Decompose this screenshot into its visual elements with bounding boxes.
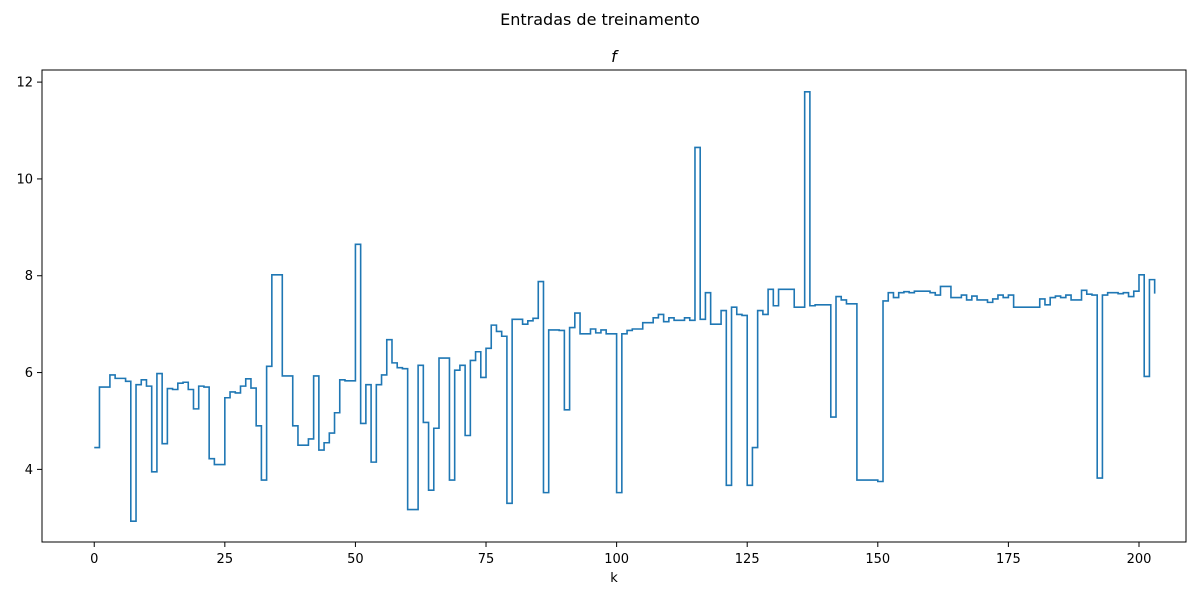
y-tick-label: 12 [16, 76, 33, 91]
series-group [94, 90, 1156, 522]
y-axis-ticks: 4 6 8 10 12 [16, 76, 42, 478]
x-tick-label: 175 [996, 552, 1021, 567]
x-tick-label: 125 [735, 552, 760, 567]
plot-title: f [611, 47, 619, 66]
x-tick-label: 150 [865, 552, 890, 567]
x-tick-label: 100 [604, 552, 629, 567]
x-tick-label: 50 [347, 552, 364, 567]
x-axis-title: k [610, 571, 618, 586]
y-tick-label: 4 [25, 463, 33, 478]
x-tick-label: 0 [90, 552, 98, 567]
x-tick-label: 75 [478, 552, 495, 567]
y-tick-label: 6 [25, 366, 33, 381]
x-tick-label: 200 [1127, 552, 1152, 567]
x-tick-label: 25 [217, 552, 234, 567]
y-tick-label: 10 [16, 172, 33, 187]
axes-frame [41, 69, 1187, 543]
y-tick-label: 8 [25, 269, 33, 284]
figure-suptitle: Entradas de treinamento [500, 10, 700, 29]
series-line-0 [94, 90, 1156, 522]
x-axis-ticks: 0 25 50 75 100 125 150 175 200 [90, 542, 1151, 567]
